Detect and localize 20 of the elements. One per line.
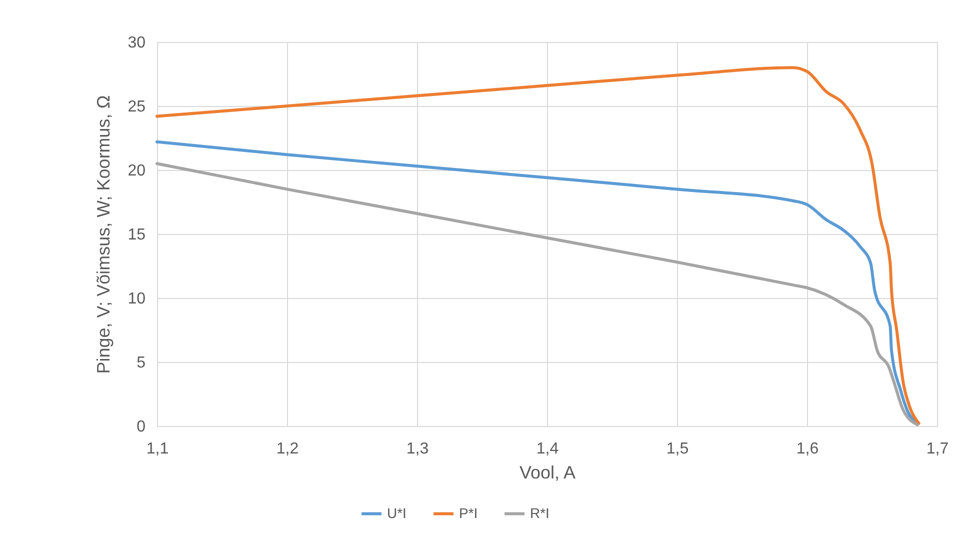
x-tick-label: 1,5	[666, 440, 689, 458]
x-tick-label: 1,3	[406, 440, 429, 458]
x-tick-label: 1,1	[146, 440, 169, 458]
x-tick-label: 1,4	[536, 440, 559, 458]
y-tick-label: 10	[128, 290, 146, 308]
legend-label: U*I	[387, 504, 406, 521]
y-tick-label: 20	[128, 162, 146, 180]
legend-label: R*I	[530, 504, 550, 521]
y-tick-label: 5	[136, 354, 146, 372]
y-tick-label: 25	[128, 98, 146, 116]
line-series	[156, 66, 920, 425]
y-axis-title: Pinge, V; Võimsus, W; Koormus, Ω	[94, 95, 114, 374]
y-tick-label: 15	[128, 226, 146, 244]
x-tick-label: 1,6	[796, 440, 819, 458]
x-axis-title: Vool, A	[519, 462, 576, 482]
x-tick-label: 1,7	[926, 440, 949, 458]
legend-label: P*I	[459, 504, 478, 521]
y-tick-label: 30	[128, 34, 146, 52]
x-tick-label: 1,2	[276, 440, 299, 458]
y-tick-label: 0	[136, 418, 146, 436]
